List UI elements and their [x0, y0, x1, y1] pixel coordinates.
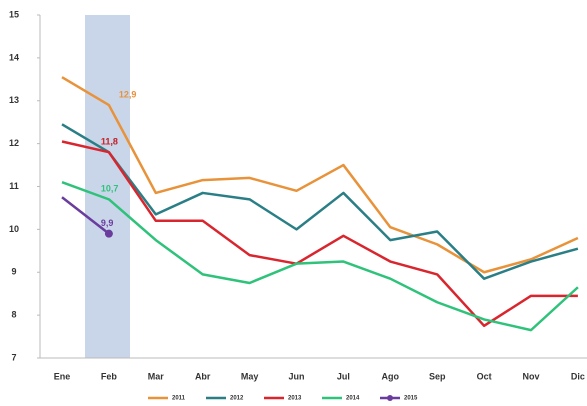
x-tick-label: Feb — [101, 371, 118, 381]
legend-label: 2011 — [172, 396, 186, 402]
x-tick-label: Ene — [54, 371, 71, 381]
value-label: 11,8 — [101, 137, 118, 147]
x-tick-label: Abr — [195, 371, 211, 381]
x-tick-label: May — [241, 371, 259, 381]
legend-label: 2015 — [404, 396, 418, 402]
series-line — [61, 196, 110, 235]
x-tick-label: Mar — [148, 371, 165, 381]
y-tick-label: 12 — [9, 138, 19, 148]
x-tick-label: Nov — [522, 371, 539, 381]
value-label: 12,9 — [119, 89, 137, 99]
series-line — [61, 181, 579, 332]
value-label: 10,7 — [101, 184, 119, 194]
x-tick-label: Jul — [337, 371, 350, 381]
y-tick-label: 9 — [11, 267, 16, 277]
legend-label: 2012 — [230, 396, 244, 402]
x-tick-label: Dic — [571, 371, 585, 381]
point — [104, 229, 113, 238]
value-label: 9,9 — [101, 218, 114, 228]
x-tick-label: Ago — [382, 371, 400, 381]
y-tick-label: 13 — [9, 95, 19, 105]
series-line — [61, 123, 579, 280]
y-tick-label: 8 — [11, 310, 16, 320]
series-line — [61, 76, 579, 274]
legend-marker — [387, 395, 393, 401]
legend-label: 2014 — [346, 396, 360, 402]
y-tick-label: 10 — [9, 224, 19, 234]
y-tick-label: 7 — [11, 352, 16, 362]
x-tick-label: Jun — [288, 371, 304, 381]
x-tick-label: Oct — [477, 371, 492, 381]
y-tick-label: 15 — [9, 9, 19, 19]
x-tick-label: Sep — [429, 371, 446, 381]
y-tick-label: 14 — [9, 52, 19, 62]
legend-label: 2013 — [288, 396, 302, 402]
highlight-band — [85, 15, 130, 358]
value-label: 11,8 — [101, 137, 118, 147]
y-tick-label: 11 — [9, 181, 19, 191]
series-line — [61, 140, 578, 328]
